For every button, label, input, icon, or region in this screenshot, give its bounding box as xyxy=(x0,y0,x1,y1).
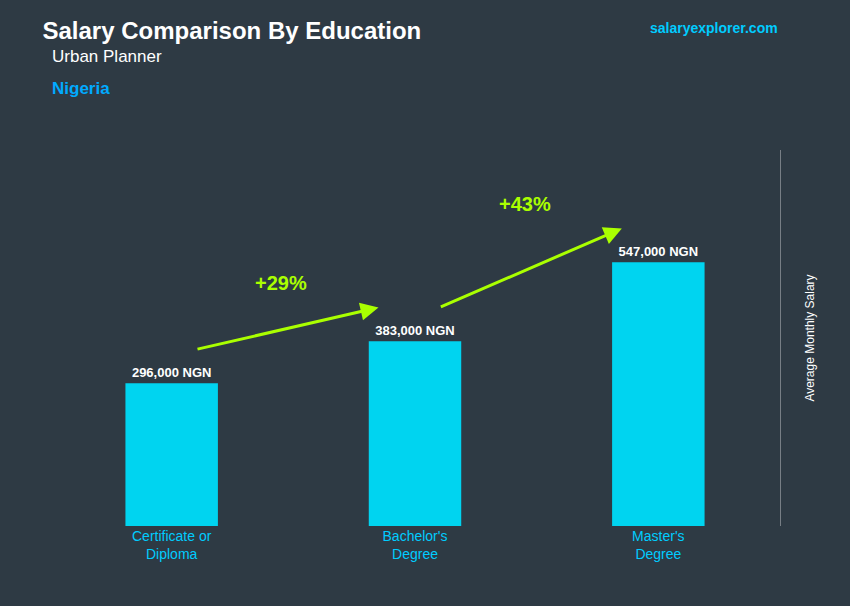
svg-text:296,000 NGN: 296,000 NGN xyxy=(132,365,212,380)
svg-text:Nigeria: Nigeria xyxy=(52,79,110,98)
svg-text:+43%: +43% xyxy=(499,193,551,215)
svg-text:+29%: +29% xyxy=(255,272,307,294)
svg-text:Bachelor'sDegree: Bachelor'sDegree xyxy=(383,528,448,562)
svg-text:Urban Planner: Urban Planner xyxy=(52,47,162,66)
svg-text:salaryexplorer.com: salaryexplorer.com xyxy=(650,20,778,36)
svg-text:Master'sDegree: Master'sDegree xyxy=(632,528,684,562)
svg-text:Certificate orDiploma: Certificate orDiploma xyxy=(132,528,212,562)
svg-text:383,000 NGN: 383,000 NGN xyxy=(375,323,455,338)
svg-text:547,000 NGN: 547,000 NGN xyxy=(619,244,699,259)
svg-text:Salary Comparison By Education: Salary Comparison By Education xyxy=(43,17,422,44)
svg-text:Average Monthly Salary: Average Monthly Salary xyxy=(803,274,817,401)
